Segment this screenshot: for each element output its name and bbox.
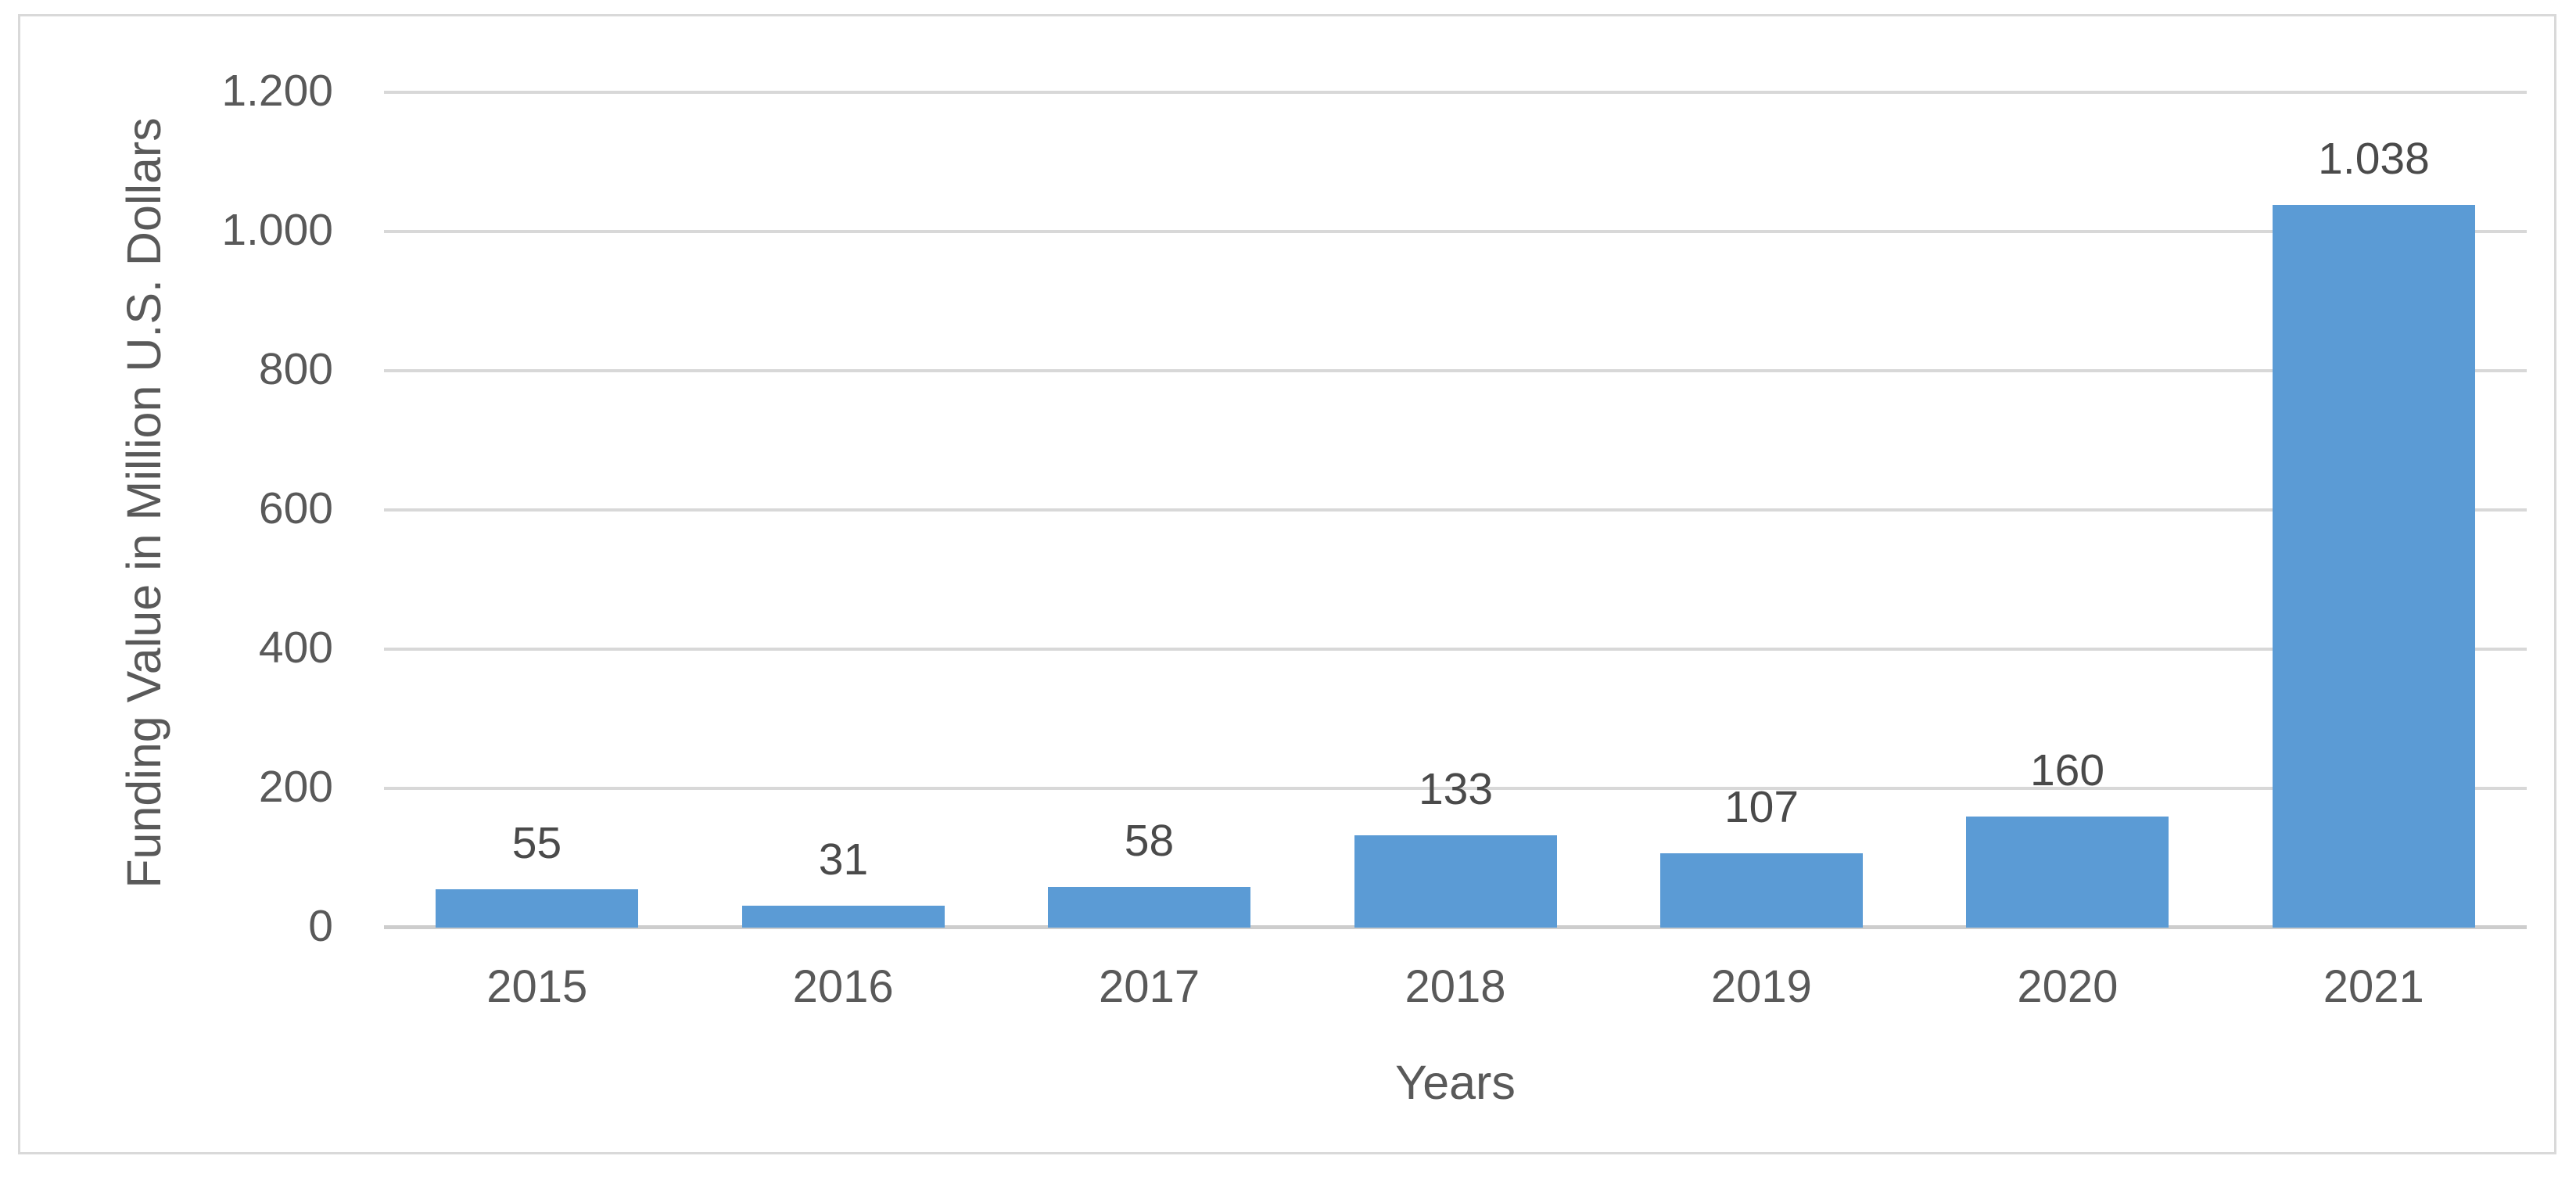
plot-area: 55 31 58 133 107 160 1.038	[384, 91, 2527, 929]
x-tick-label: 2015	[486, 961, 588, 1012]
gridline	[384, 369, 2527, 372]
gridline	[384, 508, 2527, 512]
bar-value-label: 133	[1418, 764, 1494, 814]
gridline	[384, 787, 2527, 790]
bar-value-label: 107	[1724, 782, 1799, 832]
x-tick-label: 2018	[1405, 961, 1506, 1012]
y-tick-label: 1.200	[221, 65, 333, 116]
x-axis-title: Years	[1395, 1056, 1516, 1109]
bar-value-label: 58	[1124, 816, 1175, 866]
gridline	[384, 648, 2527, 651]
bar	[742, 906, 945, 928]
bar	[1354, 835, 1557, 928]
x-tick-label: 2017	[1099, 961, 1200, 1012]
y-tick-label: 1.000	[221, 204, 333, 255]
bar	[1048, 887, 1250, 928]
x-tick-label: 2021	[2323, 961, 2424, 1012]
y-tick-label: 0	[308, 900, 333, 951]
bar	[436, 889, 638, 928]
gridline	[384, 230, 2527, 233]
y-tick-label: 600	[258, 483, 333, 533]
y-tick-label: 800	[258, 343, 333, 394]
y-tick-label: 400	[258, 622, 333, 673]
gridline	[384, 91, 2527, 94]
bar-value-label: 1.038	[2318, 134, 2430, 184]
x-tick-label: 2020	[2017, 961, 2119, 1012]
bar-value-label: 160	[2029, 745, 2105, 795]
x-tick-label: 2016	[792, 961, 894, 1012]
chart-frame: Funding Value in Million U.S. Dollars Ye…	[18, 14, 2556, 1154]
bar-value-label: 55	[511, 818, 562, 868]
x-tick-label: 2019	[1710, 961, 1812, 1012]
bar	[2273, 205, 2475, 928]
bar	[1966, 817, 2169, 928]
bar	[1660, 853, 1863, 928]
y-tick-label: 200	[258, 761, 333, 812]
bar-value-label: 31	[818, 835, 869, 885]
